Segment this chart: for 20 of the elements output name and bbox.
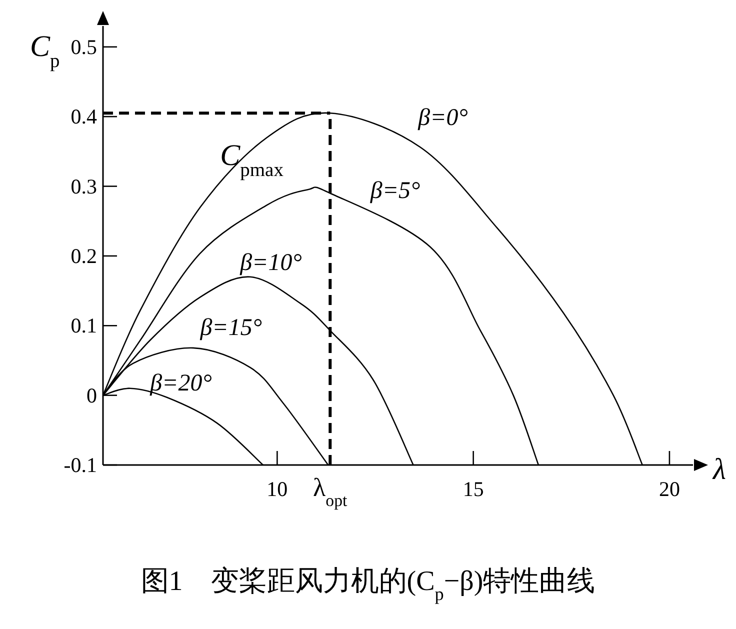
y-tick-label: 0.5 — [70, 34, 97, 59]
y-tick-label: 0.3 — [70, 174, 97, 198]
x-tick-label: 15 — [462, 477, 484, 501]
y-tick-label: 0.2 — [70, 244, 97, 268]
x-axis-title: λ — [712, 453, 726, 486]
y-tick-label: 0.4 — [70, 104, 98, 129]
x-tick-label: 20 — [658, 477, 680, 501]
series-label: β=15° — [199, 314, 262, 341]
annotation: C$_{pmax}$ — [220, 139, 284, 181]
series-label: β=10° — [239, 250, 302, 276]
y-axis-title: C$_{p}$ — [30, 30, 60, 72]
series-label: β=20° — [149, 370, 212, 396]
series-label: β=0° — [417, 105, 468, 132]
y-tick-label: -0.1 — [64, 453, 97, 477]
y-tick-label: 0 — [86, 383, 97, 408]
x-tick-label: λ$_{opt}$ — [313, 473, 348, 510]
x-tick-label: 10 — [266, 477, 288, 501]
series-label: β=5° — [369, 178, 421, 204]
y-tick-label: 0.1 — [70, 314, 97, 338]
caption: 图1 变桨距风力机的(C$_{p}$−β)特性曲线 — [140, 566, 596, 604]
